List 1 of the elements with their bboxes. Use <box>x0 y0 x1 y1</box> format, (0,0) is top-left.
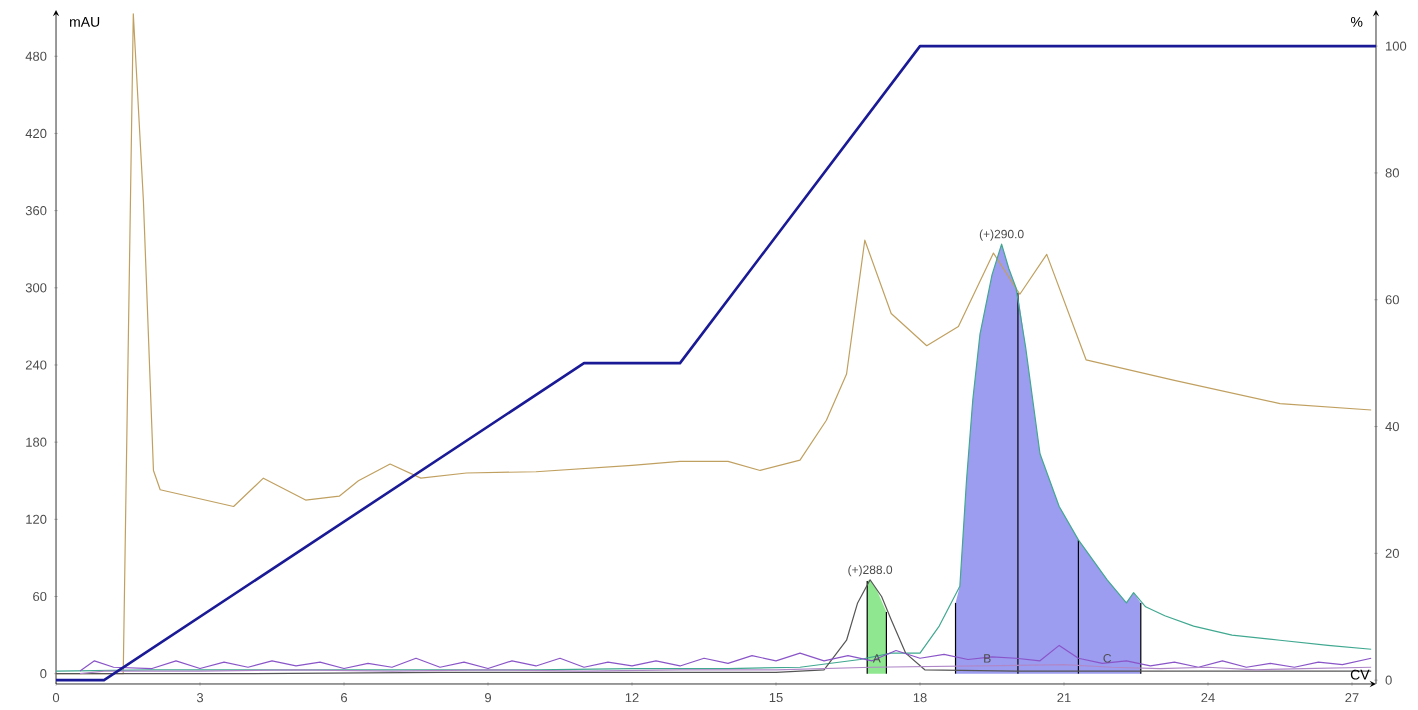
line-series <box>79 644 1372 672</box>
